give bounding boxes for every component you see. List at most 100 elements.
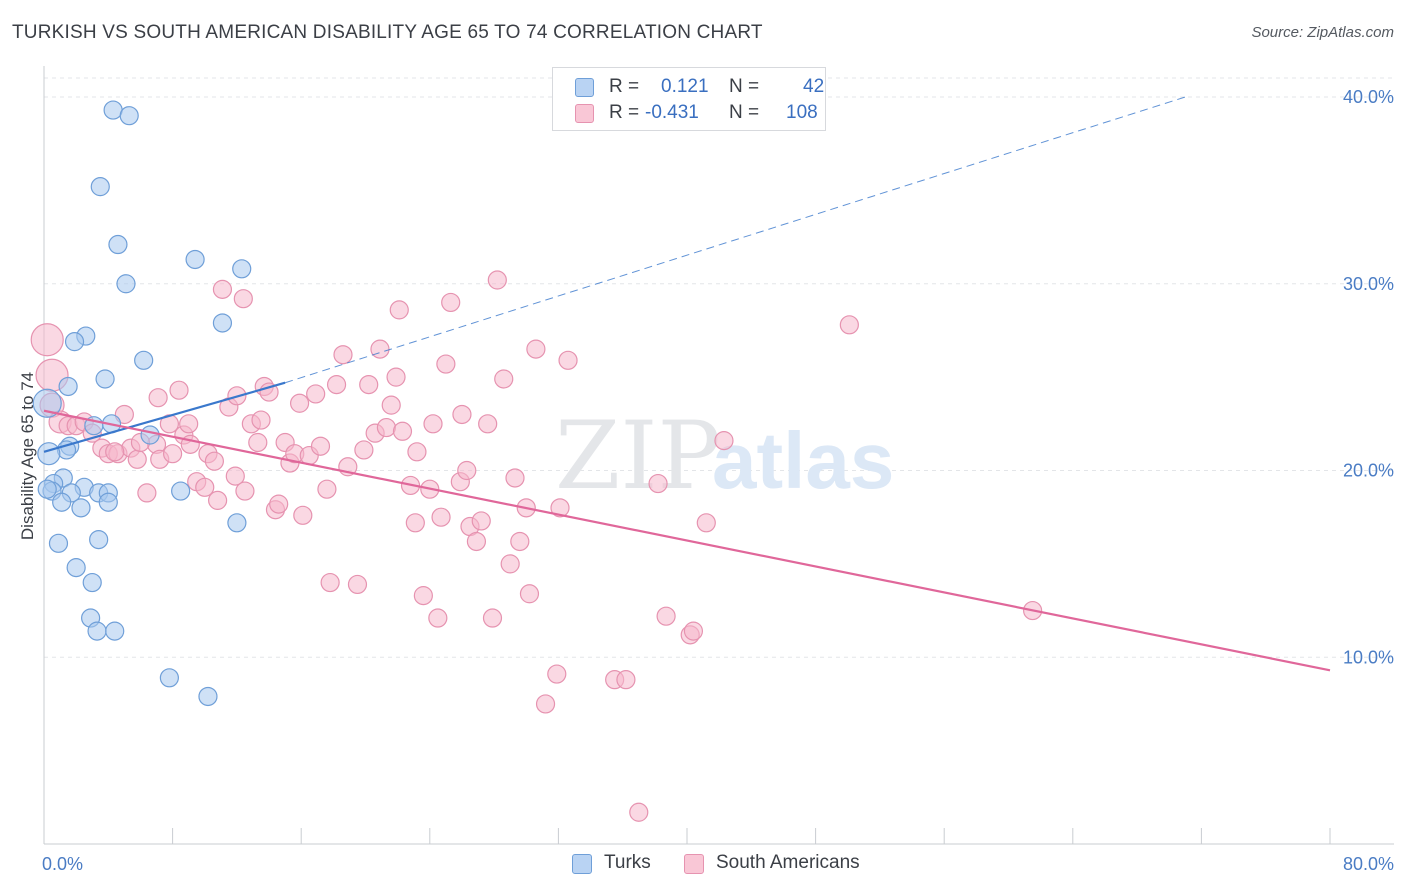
south-american-point <box>208 490 228 510</box>
turks-point <box>212 313 233 333</box>
south-american-point <box>386 367 406 387</box>
south-american-point <box>457 460 477 481</box>
x-tick-max: 80.0% <box>1343 854 1394 874</box>
south-american-point <box>558 350 578 370</box>
y-axis-label: Disability Age 65 to 74 <box>18 372 37 540</box>
south-american-point <box>354 440 374 460</box>
south-american-point <box>519 584 540 604</box>
south-american-point <box>114 404 134 425</box>
south-american-point <box>235 481 255 501</box>
turks-point <box>185 249 205 270</box>
watermark: ZIP atlas <box>555 402 894 511</box>
source-label: Source: ZipAtlas.com <box>1251 24 1394 41</box>
turks-point <box>71 498 91 518</box>
south-american-point <box>510 531 530 552</box>
south-american-point <box>648 473 668 494</box>
south-american-point <box>317 479 337 499</box>
south-american-point <box>629 802 649 822</box>
legend-turks-n: 42 <box>803 76 825 97</box>
south-american-point <box>471 511 491 531</box>
turks-point <box>105 621 125 641</box>
south-american-point <box>656 606 676 626</box>
turks-point <box>159 668 179 688</box>
watermark-atlas: atlas <box>712 416 894 505</box>
turks-trend-line <box>43 381 286 453</box>
south-american-point <box>248 432 268 453</box>
south-american-point <box>212 279 233 299</box>
turks-point <box>48 533 69 553</box>
south-american-point <box>431 507 451 527</box>
legend-turks-r: 0.121 <box>661 76 709 97</box>
bottom-swatch-south <box>684 854 704 874</box>
south-american-point <box>310 436 331 456</box>
south-american-point <box>251 410 271 430</box>
south-americans-trend-line <box>43 409 1331 672</box>
legend-south-r: -0.431 <box>645 102 699 123</box>
south-american-point <box>405 513 425 533</box>
south-american-point <box>683 621 704 641</box>
south-american-point <box>137 483 157 503</box>
south-american-point <box>30 323 64 357</box>
south-american-point <box>526 339 546 359</box>
south-americans-points <box>30 270 1043 822</box>
bottom-label-south: South Americans <box>716 852 860 873</box>
turks-point <box>37 442 61 466</box>
south-american-point <box>839 315 859 335</box>
south-american-point <box>487 270 507 290</box>
legend-swatch-south <box>575 104 594 123</box>
south-american-point <box>148 388 168 408</box>
turks-point <box>134 350 154 370</box>
south-american-point <box>293 505 313 525</box>
turks-point <box>52 492 72 512</box>
south-american-point <box>233 289 253 309</box>
bottom-label-turks: Turks <box>604 852 651 873</box>
turks-point <box>32 388 62 418</box>
south-american-point <box>535 694 556 714</box>
turks-points <box>32 100 252 707</box>
south-american-point <box>482 608 503 628</box>
watermark-zip: ZIP <box>555 402 721 511</box>
south-american-point <box>392 421 413 441</box>
turks-point <box>108 234 128 255</box>
south-american-point <box>500 554 520 574</box>
grid-lines <box>44 77 1394 658</box>
south-american-point <box>550 498 570 518</box>
south-american-point <box>269 494 289 514</box>
turks-point <box>87 621 107 641</box>
south-american-point <box>333 345 353 365</box>
south-american-point <box>547 664 567 684</box>
turks-point <box>98 492 118 512</box>
south-american-point <box>179 414 199 434</box>
legend-n-label: N = <box>729 76 760 97</box>
turks-point <box>119 106 139 126</box>
legend-south-n: 108 <box>786 102 818 123</box>
y-tick-label: 40.0% <box>1343 87 1394 107</box>
south-american-point <box>413 586 433 606</box>
turks-point <box>89 529 109 550</box>
y-tick-label: 30.0% <box>1343 274 1394 294</box>
y-tick-label: 20.0% <box>1343 461 1394 481</box>
turks-point <box>82 572 102 593</box>
turks-point <box>116 274 136 294</box>
south-american-point <box>696 513 716 533</box>
legend-swatch-turks <box>575 78 594 97</box>
south-american-point <box>306 384 326 404</box>
south-american-point <box>428 608 448 628</box>
south-american-point <box>478 414 498 434</box>
south-american-point <box>376 417 396 438</box>
turks-point <box>37 479 57 499</box>
south-american-point <box>204 451 224 471</box>
y-tick-label: 10.0% <box>1343 647 1394 667</box>
turks-point <box>171 481 191 501</box>
south-american-point <box>225 466 245 486</box>
turks-point <box>227 513 247 533</box>
x-tick-min: 0.0% <box>42 854 83 874</box>
south-american-point <box>289 393 310 413</box>
turks-point <box>66 558 86 578</box>
legend-r-label: R = <box>609 102 640 123</box>
bottom-swatch-turks <box>572 854 592 874</box>
south-american-point <box>381 395 401 415</box>
turks-point <box>103 100 123 120</box>
south-american-point <box>466 531 487 552</box>
